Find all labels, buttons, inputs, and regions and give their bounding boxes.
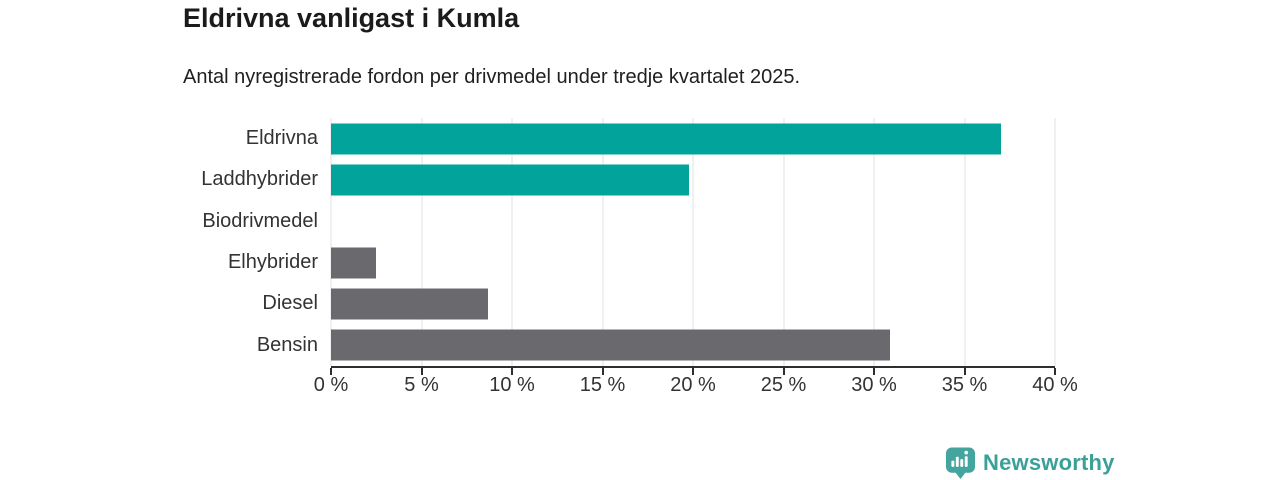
axis-tick-label: 40 % — [1032, 374, 1078, 396]
gridline — [873, 118, 875, 366]
bar-row-bensin — [331, 325, 1055, 366]
category-label-bensin: Bensin — [256, 333, 318, 356]
category-label-biodrivmedel: Biodrivmedel — [202, 209, 318, 232]
gridline — [602, 118, 603, 366]
bars-layer — [331, 118, 1055, 366]
bar-row-laddhybrider — [331, 159, 1055, 200]
axis-tick — [511, 368, 513, 375]
gridline — [1054, 118, 1056, 366]
axis-tick-label: 10 % — [489, 374, 535, 396]
category-label-elhybrider: Elhybrider — [227, 251, 318, 274]
brand-name: Newsworthy — [983, 450, 1115, 475]
axis-tick — [963, 368, 966, 375]
bar-elhybrider — [331, 247, 377, 279]
axis-tick — [601, 368, 604, 375]
axis-tick-label: 30 % — [851, 374, 897, 396]
category-axis-labels: Eldrivna Laddhybrider Biodrivmedel Elhybrid… — [0, 118, 318, 366]
brand-footer: Newsworthy — [945, 446, 1115, 480]
category-label-eldrivna: Eldrivna — [245, 127, 318, 150]
bar-row-elhybrider — [331, 242, 1055, 283]
axis-tick — [692, 368, 694, 375]
axis-tick-label: 20 % — [670, 374, 716, 396]
bar-row-biodrivmedel — [331, 201, 1055, 242]
plot-area — [330, 118, 1056, 368]
chart-title: Eldrivna vanligast i Kumla — [183, 3, 520, 33]
gridline — [783, 118, 784, 366]
bar-bensin — [331, 329, 891, 361]
bar-row-eldrivna — [331, 118, 1055, 159]
category-label-laddhybrider: Laddhybrider — [201, 168, 318, 191]
bar-eldrivna — [331, 123, 1001, 155]
gridline — [692, 118, 694, 366]
axis-tick-label: 5 % — [404, 374, 439, 396]
axis-tick — [1054, 368, 1056, 375]
gridline — [421, 118, 422, 366]
bar-laddhybrider — [331, 164, 690, 196]
category-label-diesel: Diesel — [262, 292, 318, 315]
gridline — [330, 118, 332, 366]
axis-tick — [420, 368, 423, 375]
axis-tick-label: 0 % — [313, 374, 349, 396]
axis-tick-label: 25 % — [760, 374, 807, 396]
axis-tick — [782, 368, 785, 375]
x-axis-tick-labels: 0 % 5 % 10 % 15 % 20 % 25 % 30 % 35 % 40 % — [314, 374, 1078, 400]
x-axis-ticks — [330, 368, 1056, 375]
gridline — [964, 118, 965, 366]
axis-tick-label: 35 % — [941, 374, 988, 396]
bar-row-diesel — [331, 283, 1055, 324]
axis-tick — [330, 368, 332, 375]
axis-tick-label: 15 % — [579, 374, 626, 396]
gridline — [511, 118, 513, 366]
axis-tick — [873, 368, 875, 375]
bar-diesel — [331, 288, 489, 320]
gridlines-layer — [330, 118, 1056, 366]
chart-subtitle: Antal nyregistrerade fordon per drivmede… — [183, 66, 801, 88]
newsworthy-chart-bubble-icon — [945, 447, 976, 479]
